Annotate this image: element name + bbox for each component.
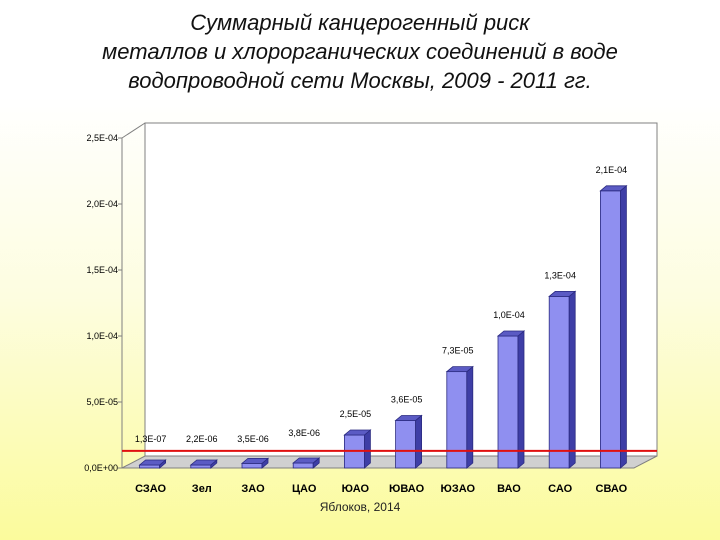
data-label: 3,6E-05	[391, 394, 423, 404]
bar	[600, 190, 621, 469]
credit-text: Яблоков, 2014	[319, 500, 401, 514]
bar	[548, 295, 570, 469]
title-line-1: Суммарный канцерогенный риск	[190, 10, 530, 35]
y-axis-depth-top	[121, 122, 146, 139]
bar-top	[343, 429, 372, 436]
bar-top	[189, 459, 218, 466]
bar-top	[394, 415, 423, 421]
bar	[241, 462, 263, 469]
y-tick-label: 2,5E-04	[86, 133, 118, 143]
x-tick-label: ВАО	[497, 483, 521, 495]
x-tick-label: ЮАО	[342, 483, 370, 495]
data-label: 3,5E-06	[237, 434, 269, 444]
title-line-3: водопроводной сети Москвы, 2009 - 2011 г…	[128, 68, 592, 93]
bar	[446, 371, 468, 469]
x-tick-label: СВАО	[596, 483, 628, 495]
data-label: 1,0E-04	[493, 310, 525, 320]
y-tick-label: 5,0E-05	[86, 397, 118, 407]
title-line-2: металлов и хлорорганических соединений в…	[102, 39, 618, 64]
bar-top	[292, 457, 321, 464]
x-tick-label: ЗАО	[241, 483, 265, 495]
plot-area	[144, 122, 658, 457]
bar-side	[517, 330, 525, 469]
bar	[395, 420, 417, 469]
bar-top	[548, 290, 577, 297]
x-tick-label: ЮЗАО	[441, 483, 476, 495]
data-label: 2,1E-04	[596, 165, 628, 175]
chart-title: Суммарный канцерогенный риск металлов и …	[0, 8, 720, 95]
bar	[190, 464, 212, 469]
bar-top	[599, 185, 628, 192]
x-tick-label: САО	[548, 483, 572, 495]
bar-top	[240, 457, 270, 464]
y-tick-label: 0,0E+00	[84, 463, 118, 473]
y-tick-label: 1,0E-04	[86, 331, 118, 341]
bar-side	[620, 184, 627, 469]
data-label: 1,3E-04	[544, 270, 576, 280]
data-label: 2,5E-05	[340, 409, 372, 419]
y-tick-label: 1,5E-04	[86, 265, 118, 275]
bar-side	[363, 429, 371, 469]
bar-top	[445, 366, 474, 373]
bar-side	[415, 414, 423, 469]
data-label: 2,2E-06	[186, 434, 218, 444]
bar	[497, 335, 519, 469]
data-label: 7,3E-05	[442, 346, 474, 356]
data-label: 3,8E-06	[288, 428, 320, 438]
x-tick-label: ЮВАО	[389, 483, 425, 495]
bar-top	[496, 330, 526, 337]
bar-top	[138, 459, 167, 466]
bar-side	[568, 290, 576, 469]
bar	[292, 462, 314, 469]
bar	[139, 464, 161, 469]
y-tick-label: 2,0E-04	[86, 199, 118, 209]
x-tick-label: Зел	[192, 483, 212, 495]
x-tick-label: СЗАО	[135, 483, 166, 495]
bar-side	[466, 365, 474, 469]
x-tick-label: ЦАО	[292, 483, 317, 495]
data-label: 1,3E-07	[135, 434, 167, 444]
